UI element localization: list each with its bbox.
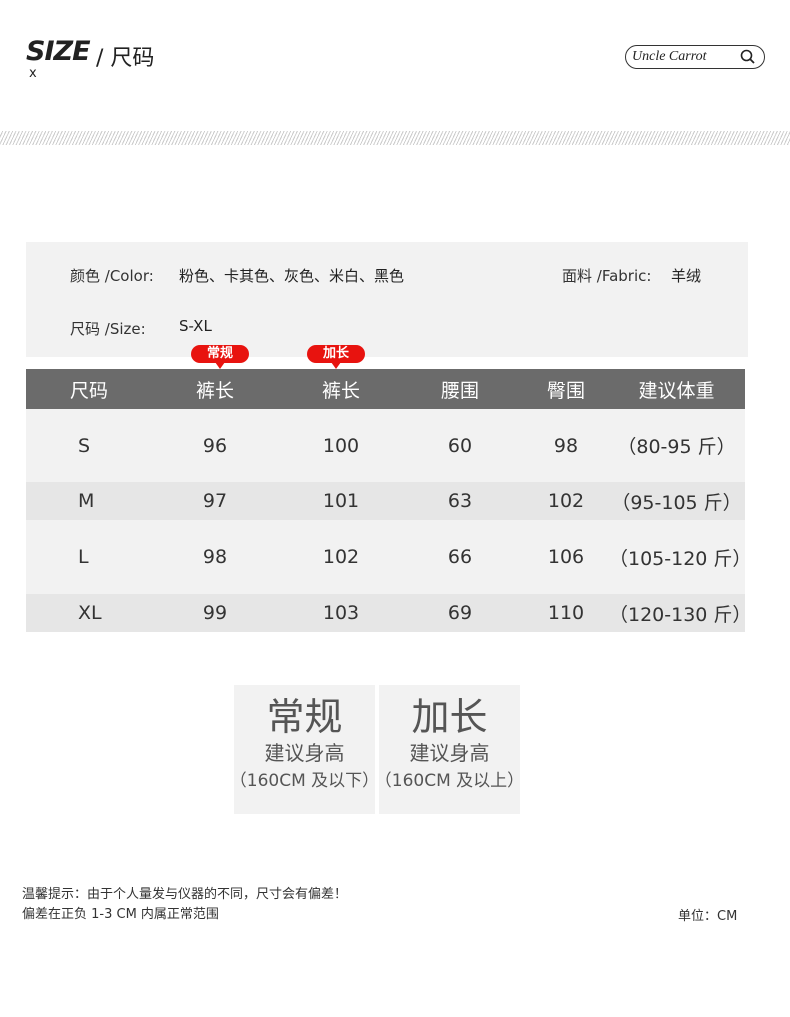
brand-search-box: Uncle Carrot — [625, 45, 765, 69]
cell: 99 — [144, 594, 286, 632]
fit-title: 加长 — [411, 695, 488, 739]
size-table: 尺码 裤长 裤长 腰围 臀围 建议体重 S 96 100 60 98 （80-95 斤） … — [26, 369, 751, 632]
cell: （95-105 斤） — [608, 482, 745, 520]
fit-subtitle: 建议身高 — [409, 741, 490, 765]
table-row: XL 99 103 69 110 （120-130 斤） — [26, 594, 751, 632]
cell: 103 — [286, 594, 396, 632]
fabric-label: 面料 /Fabric: — [562, 267, 652, 285]
table-row: M 97 101 63 102 （95-105 斤） — [26, 482, 745, 520]
table-row: L 98 102 66 106 （105-120 斤） — [26, 520, 751, 594]
size-value: S-XL — [179, 317, 212, 335]
fabric-value: 羊绒 — [671, 267, 702, 285]
cell: 98 — [524, 409, 608, 482]
cell: （120-130 斤） — [608, 594, 751, 632]
badge-regular: 常规 — [191, 345, 249, 369]
brand-name: Uncle Carrot — [632, 49, 707, 64]
cell: 63 — [396, 482, 524, 520]
header-size: 尺码 — [26, 369, 144, 409]
header-hip: 臀围 — [524, 369, 608, 409]
cell: 101 — [286, 482, 396, 520]
product-info-panel: 颜色 /Color: 粉色、卡其色、灰色、米白、黑色 面料 /Fabric: 羊… — [26, 242, 748, 357]
cell: 102 — [524, 482, 608, 520]
fit-subtitle: 建议身高 — [264, 741, 345, 765]
cell: （80-95 斤） — [608, 409, 745, 482]
color-label: 颜色 /Color: — [70, 267, 154, 285]
cell: 102 — [286, 520, 396, 594]
cell: 97 — [144, 482, 286, 520]
note-line-1: 温馨提示：由于个人量发与仪器的不同，尺寸会有偏差！ — [22, 887, 348, 902]
badge-long: 加长 — [307, 345, 365, 369]
size-label: 尺码 /Size: — [70, 320, 146, 338]
cell: XL — [26, 594, 144, 632]
header-weight: 建议体重 — [608, 369, 745, 409]
header-length-long: 裤长 — [286, 369, 396, 409]
table-header-row: 尺码 裤长 裤长 腰围 臀围 建议体重 — [26, 369, 745, 409]
fit-box-long: 加长 建议身高 （160CM 及以上） — [375, 685, 524, 814]
cell: 106 — [524, 520, 608, 594]
cell: S — [26, 409, 144, 482]
cell: 69 — [396, 594, 524, 632]
header-length-regular: 裤长 — [144, 369, 286, 409]
fit-title: 常规 — [266, 695, 343, 739]
search-icon — [740, 49, 755, 64]
note-line-2: 偏差在正负 1-3 CM 内属正常范围 — [22, 907, 219, 922]
cell: （105-120 斤） — [608, 520, 751, 594]
header-waist: 腰围 — [396, 369, 524, 409]
unit-label: 单位：CM — [678, 909, 738, 924]
color-value: 粉色、卡其色、灰色、米白、黑色 — [179, 267, 405, 285]
cell: L — [26, 520, 144, 594]
cell: 110 — [524, 594, 608, 632]
hatch-divider — [0, 131, 790, 145]
cell: 60 — [396, 409, 524, 482]
cell: 98 — [144, 520, 286, 594]
cell: 96 — [144, 409, 286, 482]
cell: 66 — [396, 520, 524, 594]
page-title-cn: / 尺码 — [96, 46, 155, 71]
page-title: SIZE — [26, 36, 91, 67]
fit-range: （160CM 及以下） — [229, 771, 380, 791]
page-subtitle: x — [29, 66, 37, 81]
cell: M — [26, 482, 144, 520]
fit-box-regular: 常规 建议身高 （160CM 及以下） — [230, 685, 379, 814]
fit-range: （160CM 及以上） — [374, 771, 525, 791]
table-row: S 96 100 60 98 （80-95 斤） — [26, 409, 745, 482]
cell: 100 — [286, 409, 396, 482]
